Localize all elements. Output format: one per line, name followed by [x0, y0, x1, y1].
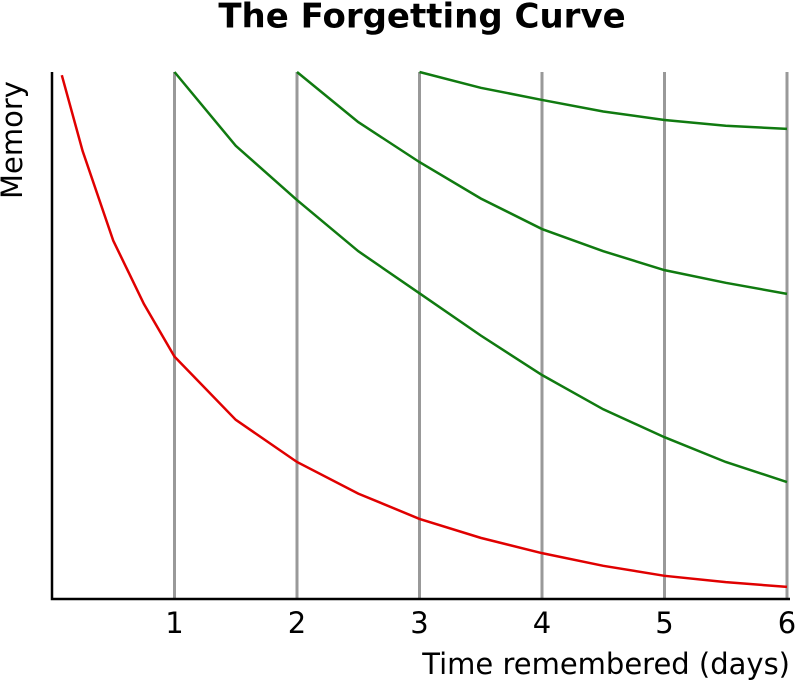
plot-area	[60, 70, 788, 589]
x-tick-label: 1	[165, 606, 183, 640]
x-tick-label: 4	[533, 606, 551, 640]
curve	[419, 70, 788, 131]
chart-title: The Forgetting Curve	[218, 0, 625, 37]
x-axis-label: Time remembered (days)	[421, 647, 790, 681]
x-tick-label: 3	[410, 606, 428, 640]
x-tick-label: 6	[778, 606, 796, 640]
grid: 1 2 3 4 5 6	[165, 72, 796, 640]
curve	[296, 71, 788, 296]
axes	[50, 72, 790, 601]
x-tick-label: 2	[288, 606, 306, 640]
curve	[60, 74, 788, 589]
curve	[173, 71, 788, 484]
y-axis-label: Memory	[0, 81, 29, 199]
x-tick-label: 5	[655, 606, 673, 640]
